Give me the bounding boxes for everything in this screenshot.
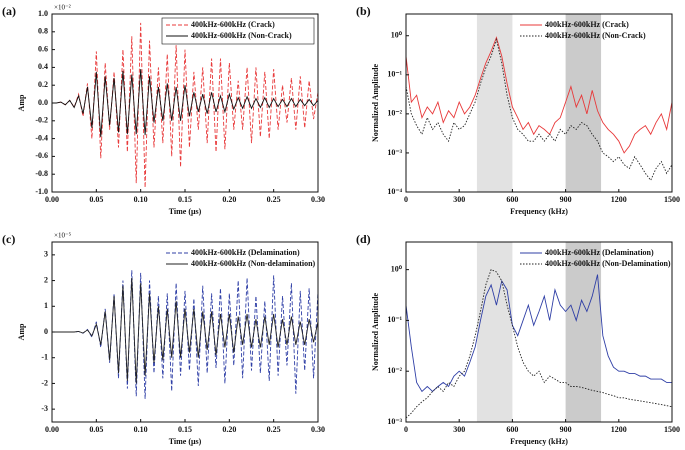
legend-label: 400kHz-600kHz (Delamination) xyxy=(191,248,300,257)
data-line xyxy=(406,36,672,154)
plot-frame xyxy=(51,241,319,423)
x-tick-label: 0 xyxy=(404,195,408,204)
y-axis-label: Amp xyxy=(17,323,26,340)
y-tick-label: 10⁻⁴ xyxy=(387,187,402,196)
y-tick-label: 10⁻¹ xyxy=(387,315,402,324)
y-tick-label: 3 xyxy=(44,250,48,259)
x-tick-label: 0.25 xyxy=(267,195,281,204)
legend-frame xyxy=(161,17,315,45)
x-tick-label: 300 xyxy=(453,425,465,434)
y-tick-label: -0.6 xyxy=(35,151,48,160)
y-axis-label: Normalized Amplitude xyxy=(371,64,380,142)
panel-label: (d) xyxy=(356,232,371,246)
x-tick-label: 0.15 xyxy=(178,195,192,204)
y-tick-label: -1.0 xyxy=(35,187,48,196)
y-tick-label: 0.6 xyxy=(38,44,48,53)
y-tick-label: 2 xyxy=(44,275,48,284)
data-line xyxy=(406,269,672,419)
x-tick-label: 900 xyxy=(560,425,572,434)
x-tick-label: 0.05 xyxy=(89,425,103,434)
x-tick-label: 0.05 xyxy=(89,195,103,204)
x-tick-label: 0.20 xyxy=(222,195,236,204)
y-tick-label: -2 xyxy=(41,378,48,387)
x-tick-label: 0.10 xyxy=(134,425,148,434)
x-tick-label: 0.00 xyxy=(45,425,59,434)
shaded-band xyxy=(476,14,513,192)
y-tick-label: 10⁻³ xyxy=(387,417,402,426)
x-axis-label: Frequency (kHz) xyxy=(510,207,568,216)
x-axis-label: Time (μs) xyxy=(169,437,202,446)
scale-label: ×10⁻⁵ xyxy=(54,232,72,240)
y-tick-label: 10⁻² xyxy=(387,366,402,375)
x-tick-label: 600 xyxy=(506,195,518,204)
plot-frame xyxy=(405,241,673,423)
x-tick-label: 600 xyxy=(506,425,518,434)
x-tick-label: 0.30 xyxy=(311,195,325,204)
plot-frame xyxy=(405,13,673,193)
x-tick-label: 0.00 xyxy=(45,195,59,204)
shaded-band xyxy=(565,242,602,422)
y-tick-label: 0.2 xyxy=(38,80,48,89)
x-axis-label: Time (μs) xyxy=(169,207,202,216)
y-tick-label: 1.0 xyxy=(38,9,48,18)
y-tick-label: 0.8 xyxy=(38,27,48,36)
panel-label: (c) xyxy=(2,232,15,246)
x-tick-label: 1500 xyxy=(664,425,680,434)
y-tick-label: 10⁻³ xyxy=(387,148,402,157)
data-line xyxy=(406,37,672,182)
x-tick-label: 900 xyxy=(560,195,572,204)
data-line xyxy=(52,69,318,137)
legend-label: 400kHz-600kHz (Delamination) xyxy=(545,248,654,257)
legend-label: 400kHz-600kHz (Non-Crack) xyxy=(545,31,646,40)
x-tick-label: 0.10 xyxy=(134,195,148,204)
legend-label: 400kHz-600kHz (Non-Delamination) xyxy=(545,259,671,268)
x-tick-label: 0 xyxy=(404,425,408,434)
y-tick-label: 1 xyxy=(44,301,48,310)
y-axis-label: Amp xyxy=(17,94,26,111)
panel-label: (a) xyxy=(2,4,16,18)
legend-label: 400kHz-600kHz (Non-delamination) xyxy=(191,259,316,268)
legend-label: 400kHz-600kHz (Crack) xyxy=(191,20,275,29)
data-line xyxy=(52,277,318,384)
x-tick-label: 1200 xyxy=(611,195,627,204)
x-tick-label: 0.25 xyxy=(267,425,281,434)
shaded-band xyxy=(476,242,513,422)
y-tick-label: -0.4 xyxy=(35,133,48,142)
x-tick-label: 1500 xyxy=(664,195,680,204)
legend-label: 400kHz-600kHz (Crack) xyxy=(545,20,629,29)
y-tick-label: 0 xyxy=(44,327,48,336)
y-tick-label: 10⁰ xyxy=(391,264,403,273)
y-tick-label: -0.8 xyxy=(35,169,48,178)
y-tick-label: 10⁰ xyxy=(391,31,403,40)
x-tick-label: 1200 xyxy=(611,425,627,434)
data-line xyxy=(406,274,672,393)
x-tick-label: 300 xyxy=(453,195,465,204)
y-tick-label: -3 xyxy=(41,404,48,413)
x-axis-label: Frequency (kHz) xyxy=(510,437,568,446)
y-tick-label: 0.4 xyxy=(38,62,48,71)
data-line xyxy=(52,270,318,399)
y-tick-label: -0.2 xyxy=(35,116,48,125)
y-tick-label: 0.0 xyxy=(38,98,48,107)
x-tick-label: 0.20 xyxy=(222,425,236,434)
x-tick-label: 0.15 xyxy=(178,425,192,434)
x-tick-label: 0.30 xyxy=(311,425,325,434)
legend-label: 400kHz-600kHz (Non-Crack) xyxy=(191,31,292,40)
y-tick-label: 10⁻² xyxy=(387,109,402,118)
data-line xyxy=(52,22,318,188)
y-tick-label: -1 xyxy=(41,353,48,362)
panel-label: (b) xyxy=(356,4,371,18)
scale-label: ×10⁻² xyxy=(54,4,71,12)
y-tick-label: 10⁻¹ xyxy=(387,70,402,79)
y-axis-label: Normalized Amplitude xyxy=(371,293,380,371)
